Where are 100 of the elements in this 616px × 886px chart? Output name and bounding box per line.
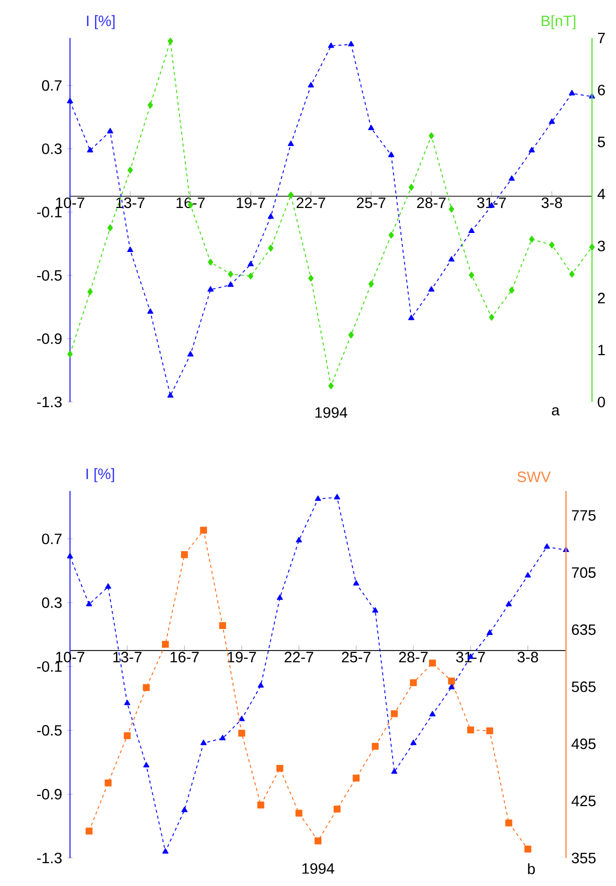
point xyxy=(467,726,474,734)
y-tick-label: -0.5 xyxy=(37,725,62,736)
y2-tick-label: 705 xyxy=(572,567,596,578)
y2-tick-label: 425 xyxy=(572,796,596,806)
point xyxy=(508,175,515,181)
point xyxy=(200,740,207,746)
point xyxy=(468,228,475,234)
point xyxy=(568,90,575,96)
point xyxy=(220,734,226,740)
point xyxy=(549,242,555,248)
point xyxy=(506,600,512,606)
y2-tick-label: 565 xyxy=(572,681,596,692)
y-tick-label: -0.5 xyxy=(37,270,62,281)
point xyxy=(128,166,133,174)
y2-tick-label: 2 xyxy=(598,292,605,304)
y-tick-label: 0.7 xyxy=(42,80,62,91)
y2-tick-label: 0 xyxy=(598,396,605,408)
point xyxy=(428,286,434,292)
y2-tick-label: 495 xyxy=(572,738,596,750)
y-tick-label: -0.1 xyxy=(37,661,62,672)
point xyxy=(448,684,455,690)
y2-tick-label: 1 xyxy=(598,344,605,356)
point xyxy=(372,742,379,750)
y-tick-label: 0.7 xyxy=(42,534,62,544)
y2-tick-label: 7 xyxy=(598,32,605,44)
point xyxy=(276,764,284,772)
point xyxy=(328,382,334,390)
point xyxy=(124,700,130,706)
point xyxy=(228,281,234,287)
point xyxy=(248,260,254,266)
point xyxy=(86,828,93,835)
point xyxy=(348,331,354,338)
point xyxy=(428,132,434,140)
point xyxy=(143,762,150,768)
point xyxy=(127,246,134,252)
point xyxy=(486,630,493,635)
point xyxy=(352,774,360,782)
point xyxy=(334,494,340,500)
point xyxy=(66,552,74,558)
x-tick-label: 16-7 xyxy=(170,652,199,662)
point xyxy=(288,140,294,146)
point xyxy=(509,286,514,294)
y-tick-label: -0.9 xyxy=(37,788,62,800)
text: b xyxy=(528,863,535,874)
point xyxy=(142,684,150,692)
point xyxy=(548,118,555,124)
point xyxy=(168,38,174,45)
y-tick-label: 0.3 xyxy=(42,143,62,154)
point xyxy=(391,768,398,774)
point xyxy=(257,802,264,808)
x-tick-label: 25-7 xyxy=(342,652,370,662)
y-tick-label: -0.9 xyxy=(37,333,62,344)
point xyxy=(268,213,274,219)
y2-tick-label: 3 xyxy=(598,240,605,252)
point xyxy=(429,660,436,667)
point xyxy=(187,351,194,356)
point xyxy=(448,206,454,213)
x-axis-title: 1994 xyxy=(315,407,348,418)
y2-tick-label: 355 xyxy=(572,852,596,864)
point xyxy=(486,727,494,734)
point xyxy=(314,837,322,844)
point xyxy=(105,583,112,589)
point xyxy=(488,314,494,321)
point xyxy=(390,710,398,718)
y2-tick-label: 6 xyxy=(598,84,605,96)
y2-tick-label: 4 xyxy=(598,188,606,200)
point xyxy=(181,806,188,812)
y2-tick-label: 775 xyxy=(572,510,596,521)
point xyxy=(410,679,417,686)
y-tick-label: -0.1 xyxy=(37,206,62,218)
point xyxy=(348,40,354,46)
text: a xyxy=(552,407,560,416)
point xyxy=(524,846,532,852)
point xyxy=(258,682,264,688)
point xyxy=(429,710,436,716)
point xyxy=(147,308,154,314)
point xyxy=(448,678,455,684)
point xyxy=(368,124,374,130)
x-tick-label: 28-7 xyxy=(399,652,428,662)
y2-tick-label: 635 xyxy=(572,624,596,635)
x-tick-label: 22-7 xyxy=(284,652,314,662)
point xyxy=(569,270,575,278)
point xyxy=(268,244,274,252)
y-tick-label: -1.3 xyxy=(37,852,62,864)
point xyxy=(107,128,114,134)
point xyxy=(505,819,512,826)
x-tick-label: 25-7 xyxy=(356,197,386,208)
y2-tick-label: 5 xyxy=(598,136,605,148)
point xyxy=(162,640,169,648)
y-tick-label: 0.3 xyxy=(42,597,62,608)
point xyxy=(524,572,531,578)
point xyxy=(388,152,394,158)
point xyxy=(67,350,73,358)
y2-axis-title: B[nT] xyxy=(542,15,576,30)
point xyxy=(408,314,414,320)
point xyxy=(238,730,246,737)
point xyxy=(86,600,92,606)
point xyxy=(468,272,474,279)
point xyxy=(296,537,302,542)
point xyxy=(162,848,168,854)
